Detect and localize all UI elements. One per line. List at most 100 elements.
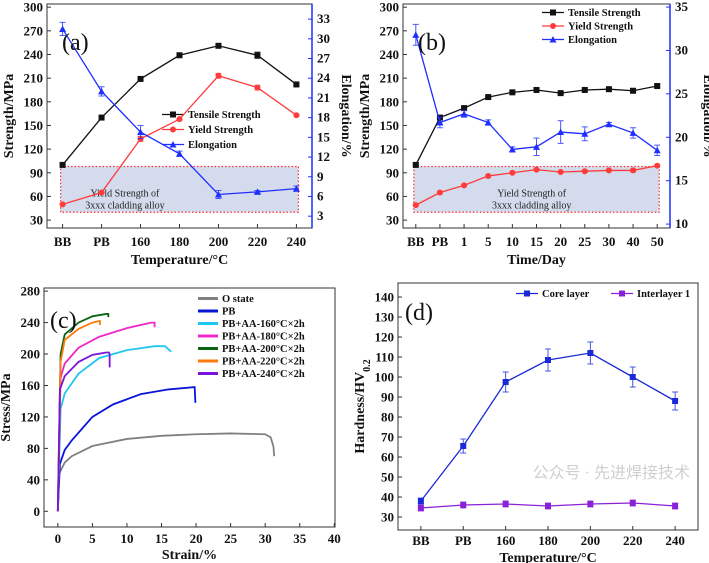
x-tick-label: BB — [54, 234, 72, 249]
y2-tick-label: 3 — [317, 208, 324, 223]
x-tick-label: 20 — [554, 234, 567, 249]
legend-label: Yield Strength — [568, 22, 633, 33]
y-tick-label: 80 — [381, 410, 394, 425]
y2-tick-label: 30 — [675, 42, 688, 57]
data-point — [436, 119, 444, 126]
series-pb-aa-180-c-2h — [56, 321, 156, 512]
series-pb-aa-200-c-2h — [56, 313, 110, 512]
y2-tick-label: 20 — [675, 129, 688, 144]
data-point — [98, 189, 105, 196]
legend-marker — [619, 290, 625, 297]
y-axis-label: Strength/MPa — [358, 74, 373, 159]
x-tick-label: 10 — [506, 234, 519, 249]
legend-entry: Yield Strength — [162, 125, 253, 136]
data-point — [254, 84, 261, 91]
legend-label: PB+AA-200°C×2h — [222, 344, 305, 355]
panel-label: (d) — [405, 300, 433, 326]
y-tick-label: 270 — [24, 23, 44, 38]
x-tick-label: PB — [432, 234, 449, 249]
x-tick-label: 220 — [623, 533, 643, 548]
y-tick-label: 90 — [386, 165, 399, 180]
data-point — [581, 168, 588, 175]
legend-marker — [169, 141, 177, 148]
legend-label: Elongation — [568, 35, 617, 46]
legend-entry: PB+AA-220°C×2h — [198, 357, 305, 368]
data-point — [587, 501, 594, 507]
watermark: 公众号 · 先进焊接技术 — [533, 464, 690, 482]
y-tick-label: 130 — [375, 310, 395, 325]
y-tick-label: 150 — [380, 118, 400, 133]
legend-entry: O state — [198, 294, 254, 305]
stress-strain-curve — [56, 432, 276, 512]
x-tick-label: 35 — [293, 531, 307, 546]
data-point — [214, 190, 222, 198]
y-tick-label: 90 — [30, 165, 43, 180]
y-tick-label: 40 — [27, 472, 40, 487]
x-tick-label: 160 — [131, 234, 151, 249]
data-point — [436, 189, 443, 196]
x-tick-label: PB — [455, 533, 472, 548]
data-point — [253, 188, 261, 195]
data-point — [581, 130, 589, 137]
data-point — [605, 167, 612, 174]
band-annotation: Yield Strength of — [90, 188, 160, 199]
data-point — [176, 52, 183, 59]
legend-marker — [550, 23, 556, 29]
x-tick-label: 25 — [578, 234, 592, 249]
data-point — [176, 116, 183, 123]
y-tick-label: 300 — [24, 0, 44, 15]
y-tick-label: 140 — [375, 290, 395, 305]
y-tick-label: 50 — [381, 470, 394, 485]
legend-marker — [170, 111, 176, 118]
legend-label: Core layer — [542, 289, 590, 300]
x-axis-label: Strain/% — [162, 548, 217, 563]
y-axis-label: Stress/MPa — [0, 373, 14, 441]
legend-label: Tensile Strength — [188, 110, 261, 121]
y-tick-label: 280 — [21, 284, 41, 299]
legend-entry: Interlayer 1 — [611, 289, 690, 300]
band-annotation: 3xxx cladding alloy — [85, 200, 164, 211]
legend-label: PB — [222, 307, 235, 318]
data-point — [629, 500, 636, 506]
data-point — [412, 31, 420, 38]
data-point — [98, 87, 106, 95]
series-pb — [56, 386, 197, 512]
data-point — [630, 87, 637, 94]
x-tick-label: 180 — [538, 533, 558, 548]
data-point — [672, 398, 679, 404]
series-yield-strength — [59, 72, 300, 208]
data-point — [557, 90, 564, 97]
series-line — [62, 45, 297, 166]
y-tick-label: 200 — [21, 347, 41, 362]
y2-axis-label: Elongation/% — [700, 74, 709, 157]
x-tick-label: 10 — [120, 531, 133, 546]
stress-strain-curve — [56, 386, 197, 512]
data-point — [533, 166, 540, 173]
y2-tick-label: 6 — [317, 188, 324, 203]
data-point — [629, 129, 637, 136]
data-point — [137, 128, 145, 136]
x-tick-label: 5 — [89, 531, 96, 546]
data-point — [509, 89, 516, 96]
data-point — [557, 128, 565, 136]
data-point — [461, 105, 468, 112]
legend-entry: PB+AA-200°C×2h — [198, 344, 305, 355]
data-point — [509, 169, 516, 176]
data-point — [292, 185, 300, 192]
legend-entry: Yield Strength — [542, 22, 633, 33]
y2-tick-label: 33 — [317, 11, 331, 26]
x-tick-label: BB — [412, 533, 430, 548]
data-point — [417, 505, 424, 511]
series-pb-aa-240-c-2h — [56, 351, 111, 512]
series-pb-aa-220-c-2h — [56, 320, 101, 512]
y-tick-label: 90 — [381, 390, 394, 405]
panel-label: (a) — [62, 30, 89, 56]
stress-strain-curve — [56, 320, 101, 512]
data-point — [672, 503, 679, 509]
cladding-yield-band — [59, 165, 300, 213]
data-point — [417, 498, 424, 504]
data-point — [653, 146, 661, 154]
y2-tick-label: 18 — [317, 110, 331, 125]
